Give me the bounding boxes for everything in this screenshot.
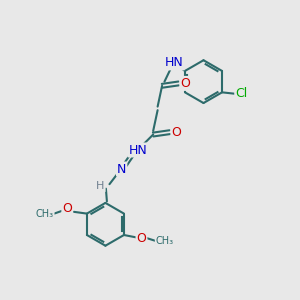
Text: O: O [136,232,146,245]
Text: Cl: Cl [235,87,248,100]
Text: O: O [171,126,181,139]
Text: N: N [117,163,126,176]
Text: CH₃: CH₃ [156,236,174,246]
Text: HN: HN [128,143,147,157]
Text: HN: HN [165,56,184,69]
Text: H: H [96,181,105,191]
Text: O: O [180,77,190,90]
Text: O: O [62,202,72,215]
Text: CH₃: CH₃ [36,208,54,219]
